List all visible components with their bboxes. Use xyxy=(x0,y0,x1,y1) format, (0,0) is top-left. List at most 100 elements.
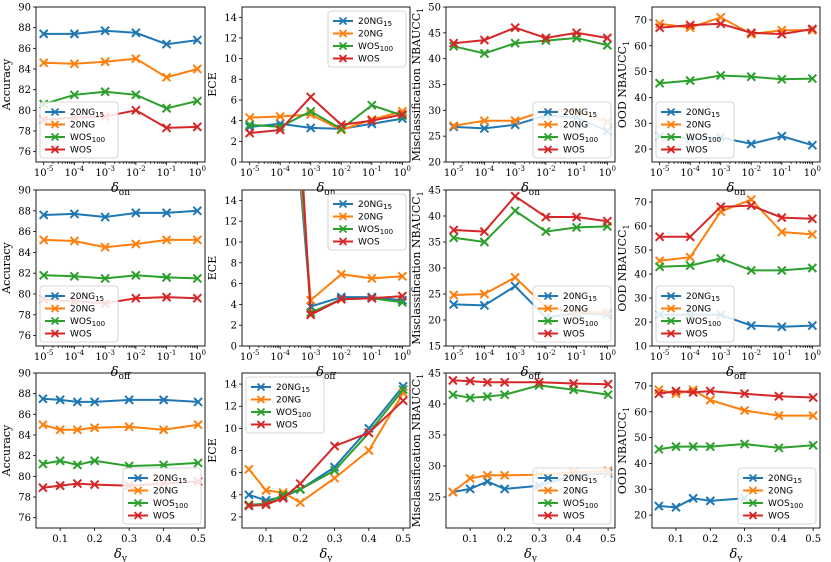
y-tick-label: 40 xyxy=(428,54,441,65)
legend-label: 20NG xyxy=(686,305,711,315)
legend: 20NG15 20NG WOS100 WOS xyxy=(737,467,817,525)
y-axis-label: Accuracy xyxy=(0,58,13,111)
data-point-20NG15 xyxy=(746,320,756,331)
y-tick-label: 86 xyxy=(18,227,31,238)
data-point-WOS xyxy=(541,33,551,43)
y-tick-label: 20 xyxy=(634,318,647,329)
data-point-20NG xyxy=(479,289,490,299)
y-tick-label: 12 xyxy=(224,402,237,413)
legend: 20NG15 20NG WOS100 WOS xyxy=(532,285,612,343)
y-tick-label: 80 xyxy=(18,106,31,117)
x-tick-label: 10-2 xyxy=(741,349,761,363)
data-point-WOS xyxy=(602,216,613,226)
legend-label: 20NG xyxy=(563,487,588,497)
x-tick-label: 10-1 xyxy=(772,349,792,363)
series-line-20NG xyxy=(659,16,813,36)
legend-label: WOS100 xyxy=(563,133,598,144)
data-point-WOS xyxy=(329,441,340,451)
data-point-20NG15 xyxy=(192,206,203,216)
y-tick-label: 30 xyxy=(634,294,647,305)
x-tick-label: 0.5 xyxy=(805,534,821,545)
x-axis-label: δy xyxy=(524,547,538,562)
y-tick-label: 0 xyxy=(231,342,237,353)
legend-marker xyxy=(666,291,676,301)
axes-frame xyxy=(651,6,821,163)
y-tick-label: 8 xyxy=(231,258,237,269)
legend-label: WOS100 xyxy=(768,499,803,510)
legend-label: 20NG15 xyxy=(768,474,802,485)
axes-frame xyxy=(241,6,411,163)
data-point-WOS100 xyxy=(448,233,459,243)
data-point-WOS100 xyxy=(89,456,100,466)
y-tick-label: 84 xyxy=(18,248,31,259)
data-point-20NG15 xyxy=(161,208,172,218)
data-point-WOS xyxy=(705,386,715,396)
y-tick-label: 10 xyxy=(634,342,647,353)
x-tick-label: 0.1 xyxy=(668,534,684,545)
legend-label: 20NG15 xyxy=(70,108,104,119)
series-line-WOS100 xyxy=(659,257,813,272)
legend: 20NG15 20NG WOS100 WOS xyxy=(122,467,202,525)
legend-marker xyxy=(666,145,676,154)
data-point-WOS xyxy=(603,379,613,389)
legend-marker xyxy=(50,132,60,142)
y-tick-label: 76 xyxy=(18,513,31,524)
y-tick-label: 12 xyxy=(224,34,237,45)
data-point-WOS100 xyxy=(193,458,203,468)
y-tick-label: 86 xyxy=(18,410,31,421)
data-point-20NG15 xyxy=(100,26,110,36)
data-point-WOS100 xyxy=(685,75,695,86)
data-point-20NG xyxy=(479,115,490,126)
x-tick-label: 10-1 xyxy=(157,349,177,363)
data-point-20NG15 xyxy=(192,35,203,45)
legend-label: WOS xyxy=(686,330,708,340)
x-tick-label: 10-1 xyxy=(567,349,587,363)
data-point-WOS xyxy=(448,225,459,235)
x-tick-label: 0.5 xyxy=(600,534,616,545)
y-tick-label: 50 xyxy=(428,3,441,14)
data-point-20NG15 xyxy=(38,29,49,39)
legend-marker xyxy=(256,407,266,417)
x-axis-label: δy xyxy=(730,547,744,562)
data-point-WOS xyxy=(541,212,551,222)
data-point-WOS xyxy=(654,232,665,242)
x-tick-label: 10-3 xyxy=(505,349,525,363)
data-point-20NG xyxy=(69,236,80,246)
data-point-WOS xyxy=(808,392,818,403)
y-tick-label: 45 xyxy=(428,369,441,380)
data-point-20NG xyxy=(510,115,520,126)
y-tick-label: 86 xyxy=(18,44,31,55)
y-tick-label: 30 xyxy=(634,485,647,496)
x-tick-label: 0.3 xyxy=(121,534,137,545)
plot-area xyxy=(38,394,203,493)
subplot-2-0: 76 78 80 82 84 86 88 90 0.1 0.2 0.3 0.4 0.5 δy Accurac… xyxy=(0,369,206,562)
x-tick-label: 10-5 xyxy=(444,165,464,179)
legend-marker xyxy=(666,107,676,117)
series-line-20NG xyxy=(249,110,403,132)
legend-label: WOS xyxy=(358,238,380,248)
y-tick-label: 60 xyxy=(634,41,647,52)
data-point-WOS xyxy=(306,310,316,320)
y-tick-label: 70 xyxy=(634,381,647,392)
y-tick-label: 40 xyxy=(634,459,647,470)
y-tick-label: 10 xyxy=(224,238,237,249)
data-point-WOS xyxy=(602,33,613,43)
data-point-WOS xyxy=(295,479,305,489)
legend: 20NG15 20NG WOS100 WOS xyxy=(655,285,735,343)
y-tick-label: 14 xyxy=(224,13,237,24)
x-tick-label: 10-4 xyxy=(680,349,700,363)
data-point-WOS100 xyxy=(571,222,582,233)
x-tick-label: 10-2 xyxy=(536,165,556,179)
data-point-WOS xyxy=(55,480,65,491)
data-point-WOS xyxy=(510,191,520,201)
data-point-20NG xyxy=(705,395,715,405)
y-tick-label: 70 xyxy=(634,15,647,26)
legend: 20NG15 20NG WOS100 WOS xyxy=(655,101,735,159)
axes-frame xyxy=(651,189,821,347)
x-tick-label: 10-3 xyxy=(505,165,525,179)
data-point-WOS100 xyxy=(716,253,726,264)
x-tick-label: 10-5 xyxy=(444,349,464,363)
data-point-20NG15 xyxy=(510,281,520,291)
data-point-WOS xyxy=(72,478,83,489)
